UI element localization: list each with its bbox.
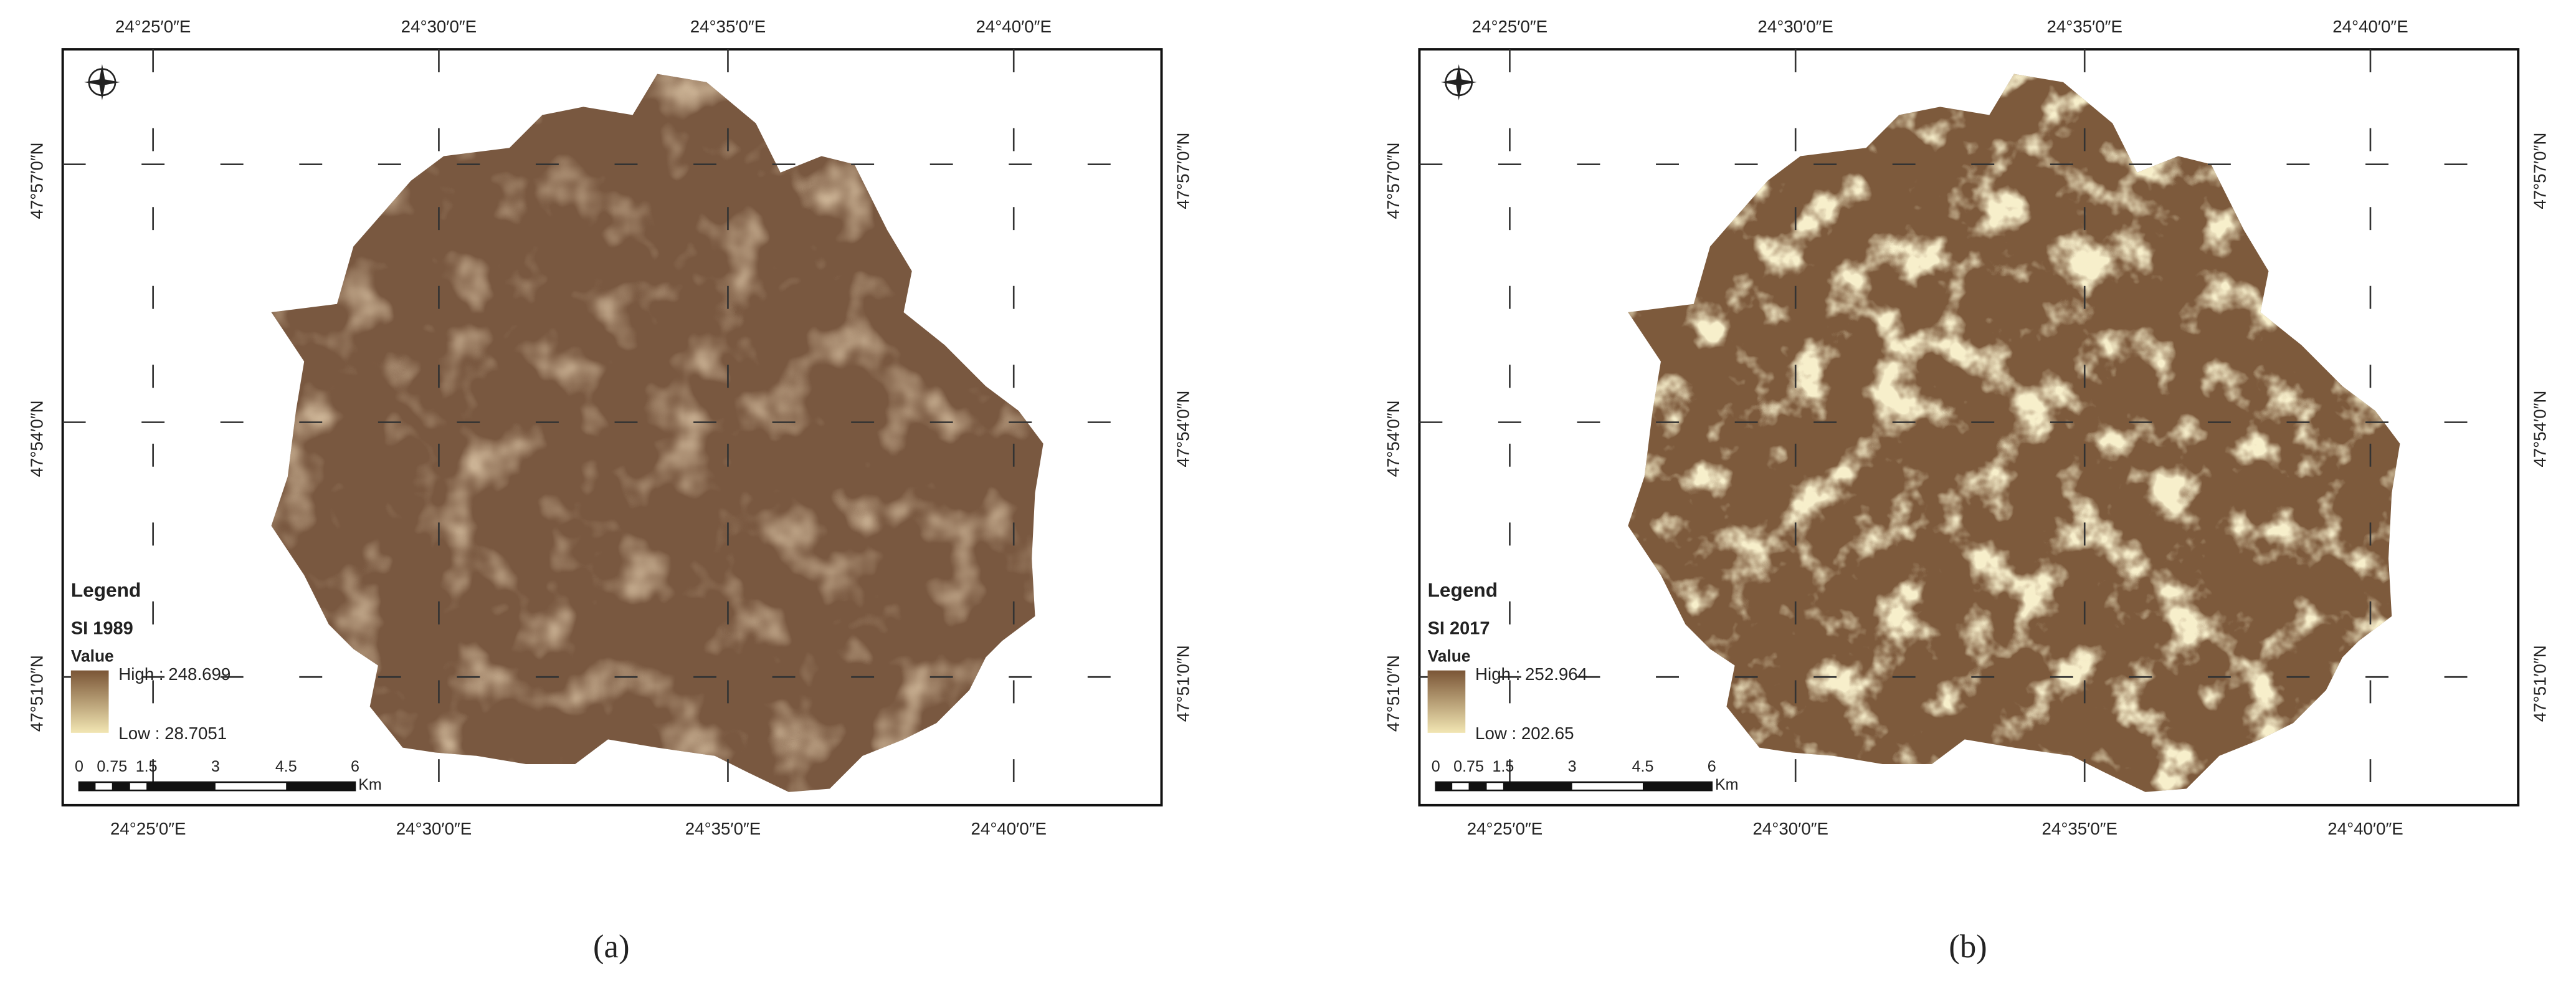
longitude-label: 24°30′0″E bbox=[1753, 819, 1828, 838]
latitude-label: 47°51′0″N bbox=[1174, 645, 1193, 722]
latitude-label: 47°57′0″N bbox=[1174, 133, 1193, 209]
legend-title: Legend bbox=[1428, 579, 1498, 601]
longitude-label: 24°25′0″E bbox=[110, 819, 186, 838]
scale-label: 6 bbox=[1708, 758, 1716, 775]
map-panel: 24°25′0″E 24°30′0″E 24°35′0″E 24°40′0″E 24°2… bbox=[1384, 17, 2549, 965]
longitude-label: 24°40′0″E bbox=[2327, 819, 2403, 838]
scale-unit: Km bbox=[1715, 776, 1739, 793]
legend-ramp bbox=[70, 670, 109, 733]
longitude-label: 24°40′0″E bbox=[976, 17, 1051, 36]
scale-bar-segment bbox=[1503, 782, 1572, 791]
scale-bar-segment bbox=[1468, 782, 1487, 791]
legend-low: Low : 28.7051 bbox=[118, 724, 227, 743]
scale-label: 6 bbox=[351, 758, 359, 775]
legend-layer: SI 1989 bbox=[71, 618, 133, 638]
scale-label: 4.5 bbox=[275, 758, 297, 775]
legend-low: Low : 202.65 bbox=[1475, 724, 1574, 743]
scale-label: 4.5 bbox=[1632, 758, 1654, 775]
scale-unit: Km bbox=[358, 776, 382, 793]
legend-layer: SI 2017 bbox=[1428, 618, 1490, 638]
legend-high: High : 252.964 bbox=[1475, 664, 1587, 684]
scale-label: 1.5 bbox=[136, 758, 158, 775]
latitude-label: 47°57′0″N bbox=[1384, 143, 1403, 219]
scale-label: 1.5 bbox=[1492, 758, 1514, 775]
latitude-label: 47°54′0″N bbox=[27, 400, 46, 477]
latitude-label: 47°57′0″N bbox=[27, 143, 46, 219]
legend-title: Legend bbox=[71, 579, 141, 601]
longitude-label: 24°40′0″E bbox=[2332, 17, 2408, 36]
latitude-label: 47°54′0″N bbox=[1384, 400, 1403, 477]
north-arrow bbox=[1440, 64, 1477, 100]
scale-bar-segment bbox=[112, 782, 130, 791]
north-arrow bbox=[83, 64, 120, 100]
latitude-label: 47°54′0″N bbox=[1174, 391, 1193, 467]
scale-bar-segment bbox=[1435, 782, 1453, 791]
longitude-label: 24°35′0″E bbox=[690, 17, 766, 36]
scale-label: 3 bbox=[1568, 758, 1577, 775]
longitude-label: 24°30′0″E bbox=[401, 17, 477, 36]
caption: (b) bbox=[1949, 929, 1987, 965]
longitude-label: 24°35′0″E bbox=[2046, 17, 2122, 36]
longitude-label: 24°40′0″E bbox=[971, 819, 1047, 838]
legend-field: Value bbox=[71, 647, 114, 666]
latitude-label: 47°51′0″N bbox=[27, 655, 46, 732]
longitude-label: 24°25′0″E bbox=[1467, 819, 1542, 838]
scale-label: 0 bbox=[1432, 758, 1440, 775]
latitude-label: 47°54′0″N bbox=[2530, 391, 2549, 467]
scale-label: 0.75 bbox=[1453, 758, 1484, 775]
latitude-label: 47°51′0″N bbox=[1384, 655, 1403, 732]
longitude-label: 24°25′0″E bbox=[115, 17, 191, 36]
legend-ramp bbox=[1427, 670, 1466, 733]
scale-label: 0 bbox=[75, 758, 83, 775]
scale-bar-segment bbox=[286, 782, 355, 791]
scale-label: 0.75 bbox=[97, 758, 127, 775]
scale-bar-segment bbox=[1642, 782, 1712, 791]
map-panel: 24°25′0″E 24°30′0″E 24°35′0″E 24°40′0″E 24°2… bbox=[27, 17, 1192, 965]
latitude-label: 47°51′0″N bbox=[2530, 645, 2549, 722]
scale-label: 3 bbox=[211, 758, 220, 775]
caption: (a) bbox=[593, 929, 630, 965]
scale-bar-segment bbox=[146, 782, 216, 791]
longitude-label: 24°30′0″E bbox=[1757, 17, 1833, 36]
legend-high: High : 248.699 bbox=[118, 664, 231, 684]
longitude-label: 24°35′0″E bbox=[685, 819, 761, 838]
longitude-label: 24°25′0″E bbox=[1472, 17, 1547, 36]
legend-field: Value bbox=[1428, 647, 1471, 666]
longitude-label: 24°30′0″E bbox=[396, 819, 472, 838]
scale-bar-segment bbox=[79, 782, 96, 791]
longitude-label: 24°35′0″E bbox=[2042, 819, 2117, 838]
latitude-label: 47°57′0″N bbox=[2530, 133, 2549, 209]
